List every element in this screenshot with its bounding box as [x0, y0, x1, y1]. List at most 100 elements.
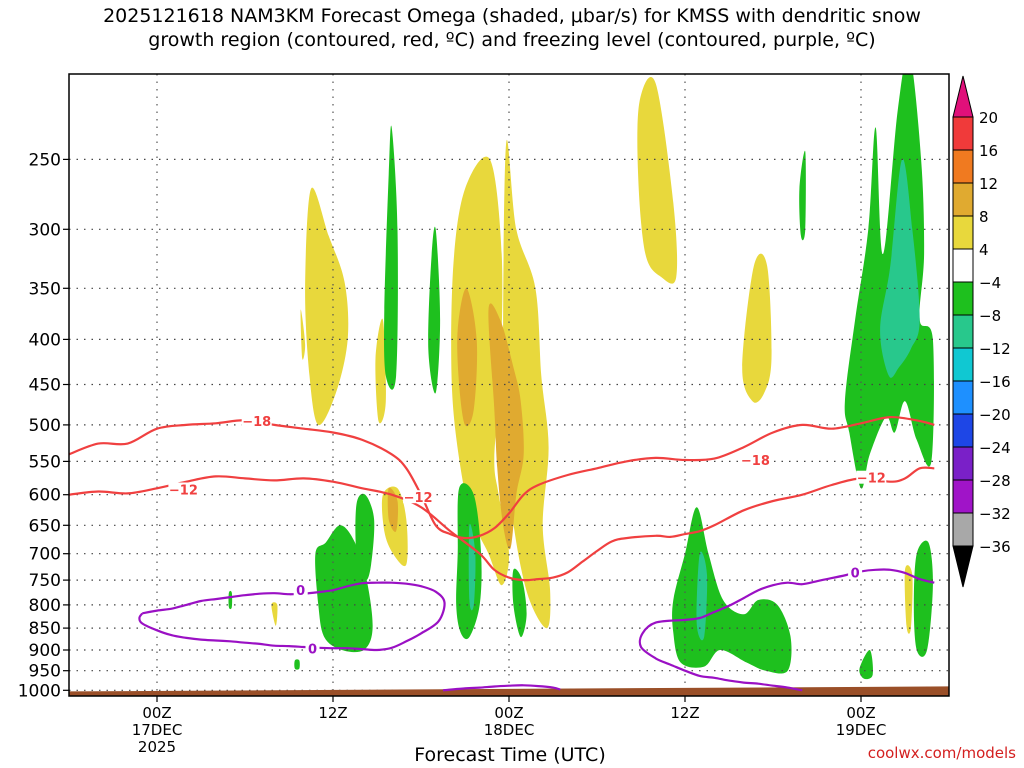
colorbar-label: −20: [979, 406, 1011, 424]
gridlines: [69, 74, 949, 696]
omega-region: [384, 125, 398, 390]
colorbar-label: 16: [979, 142, 998, 160]
x-tick-label: 17DEC: [132, 721, 183, 739]
y-tick-label: 900: [29, 641, 61, 661]
y-tick-label: 350: [29, 279, 61, 299]
isotherm-label: 0: [296, 584, 305, 599]
y-tick-label: 550: [29, 452, 61, 472]
colorbar-label: 8: [979, 208, 989, 226]
colorbar-swatch: [952, 215, 974, 250]
y-axis: 2503003504004505005506006507007508008509…: [18, 150, 69, 701]
colorbar-top-arrow: [952, 75, 974, 118]
isotherm-label-bg: [856, 470, 887, 484]
colorbar-swatch: [952, 149, 974, 184]
omega-region: [742, 253, 772, 403]
isotherm-label-bg: [403, 490, 434, 504]
terrain-fill: [69, 686, 949, 696]
surface-terrain: [69, 686, 949, 696]
y-tick-label: 300: [29, 220, 61, 240]
colorbar-swatch: [952, 314, 974, 349]
x-tick-label: 00Z: [494, 704, 523, 722]
omega-region: [428, 226, 441, 394]
y-tick-label: 250: [29, 150, 61, 170]
isotherm-line: [138, 581, 446, 652]
colorbar-label: 4: [979, 241, 989, 259]
colorbar-label: 12: [979, 175, 998, 193]
y-tick-label: 750: [29, 571, 61, 591]
y-tick-label: 800: [29, 596, 61, 616]
colorbar-label: −32: [979, 505, 1011, 523]
x-tick-label: 18DEC: [484, 721, 535, 739]
colorbar-swatch: [952, 281, 974, 316]
omega-region: [512, 568, 527, 638]
isotherm-label-bg: [740, 453, 771, 466]
isotherm-label-bg: [293, 583, 308, 597]
x-tick-label: 2025: [138, 738, 176, 756]
colorbar-swatch: [952, 116, 974, 151]
y-tick-label: 500: [29, 416, 61, 436]
y-tick-label: 400: [29, 330, 61, 350]
omega-region: [799, 150, 806, 241]
omega-region: [300, 309, 306, 360]
isotherm-label: 0: [851, 566, 860, 581]
y-tick-label: 600: [29, 486, 61, 506]
y-tick-label: 700: [29, 545, 61, 565]
omega-region: [271, 602, 278, 626]
credit-text: coolwx.com/models: [867, 744, 1016, 762]
title-line-1: 2025121618 NAM3KM Forecast Omega (shaded…: [103, 5, 921, 27]
omega-region: [859, 649, 873, 680]
omega-region: [387, 487, 399, 532]
omega-region: [913, 540, 933, 657]
omega-region: [375, 318, 386, 424]
colorbar: 20 16 12 8 4 −4 −8 −12 −16 −20 −24 −28 −32 −36: [952, 75, 1011, 588]
omega-region: [506, 424, 516, 515]
chart-title: 2025121618 NAM3KM Forecast Omega (shaded…: [0, 4, 1024, 52]
colorbar-swatch: [952, 512, 974, 547]
colorbar-swatch: [952, 413, 974, 448]
omega-region: [355, 493, 375, 581]
isotherm-label-bg: [241, 414, 272, 427]
omega-region: [451, 156, 510, 586]
isotherm-label-bg: [848, 565, 863, 579]
omega-region: [294, 659, 300, 670]
omega-shading: [228, 74, 934, 680]
isotherm-label-bg: [168, 482, 199, 496]
title-line-2: growth region (contoured, red, ºC) and f…: [148, 29, 876, 51]
colorbar-label: −4: [979, 274, 1001, 292]
omega-region: [637, 77, 678, 284]
y-tick-label: 850: [29, 619, 61, 639]
x-tick-label: 12Z: [670, 704, 699, 722]
colorbar-label: −24: [979, 439, 1011, 457]
colorbar-swatch: [952, 479, 974, 514]
y-tick-label: 950: [29, 662, 61, 682]
isotherm-line: [442, 684, 561, 692]
colorbar-swatch: [952, 446, 974, 481]
isotherm-label: −12: [169, 484, 198, 499]
colorbar-label: −8: [979, 307, 1001, 325]
colorbar-swatch: [952, 248, 974, 283]
isotherm-label: −12: [857, 472, 886, 487]
x-tick-label: 00Z: [846, 704, 875, 722]
omega-region: [305, 187, 349, 426]
colorbar-label: −12: [979, 340, 1011, 358]
x-tick-label: 19DEC: [836, 721, 887, 739]
isotherm-label: −12: [404, 491, 433, 506]
isotherm-label: 0: [308, 643, 317, 658]
isotherm-line: [69, 466, 935, 582]
omega-region: [228, 590, 233, 610]
colorbar-bottom-arrow: [952, 545, 974, 588]
y-tick-label: 650: [29, 516, 61, 536]
x-tick-label: 00Z: [142, 704, 171, 722]
omega-region: [880, 158, 920, 378]
colorbar-swatch: [952, 347, 974, 382]
x-tick-label: 12Z: [318, 704, 347, 722]
y-tick-label: 1000: [18, 681, 61, 701]
colorbar-swatch: [952, 380, 974, 415]
colorbar-label: −36: [979, 538, 1011, 556]
omega-region: [457, 288, 478, 427]
colorbar-label: −16: [979, 373, 1011, 391]
isotherm-label-bg: [305, 641, 320, 655]
colorbar-label: −28: [979, 472, 1011, 490]
isotherm-label: −18: [242, 415, 271, 430]
